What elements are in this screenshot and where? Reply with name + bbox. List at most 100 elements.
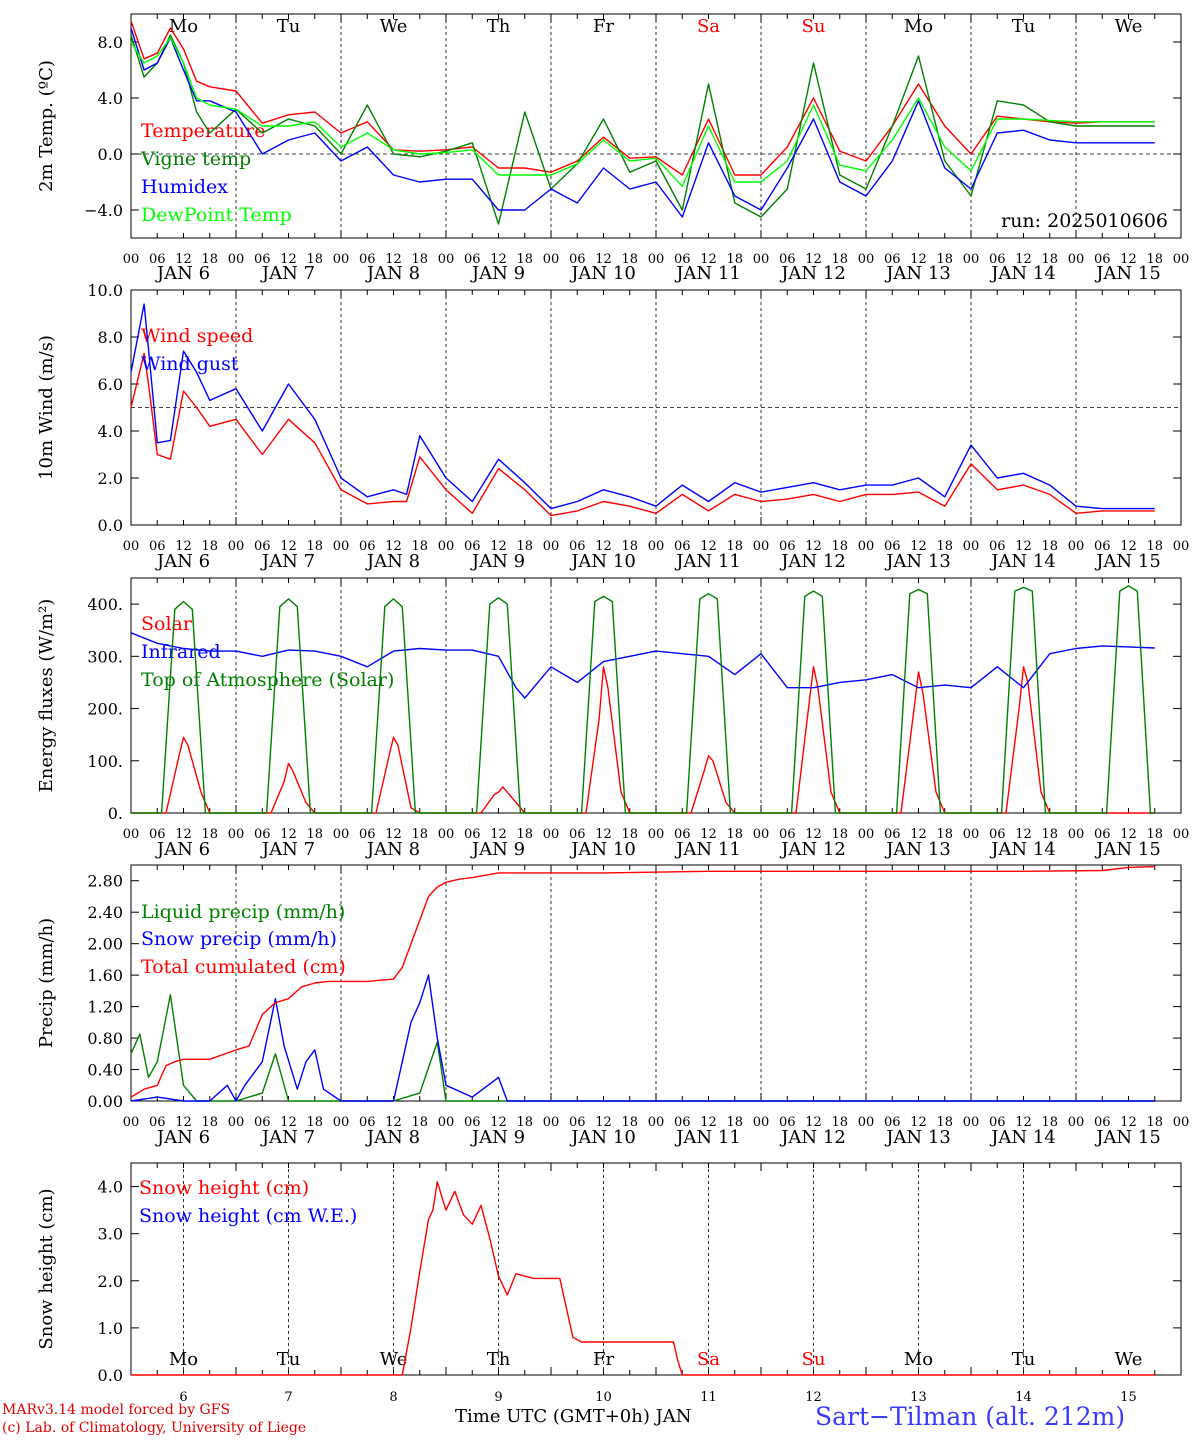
hour-tick-label: 06 <box>779 252 796 267</box>
hour-tick-label: 18 <box>621 539 638 554</box>
series-line <box>130 303 1155 510</box>
hour-tick-label: 00 <box>963 539 980 554</box>
hour-tick-label: 18 <box>516 827 533 842</box>
legend-entry: Wind gust <box>141 353 239 375</box>
hour-tick-label: 12 <box>385 827 402 842</box>
hour-tick-label: 12 <box>280 252 297 267</box>
day-name-label: Mo <box>904 16 933 37</box>
legend-entry: Snow height (cm W.E.) <box>139 1205 357 1227</box>
hour-tick-label: 00 <box>123 252 140 267</box>
hour-tick-label: 18 <box>1041 252 1058 267</box>
date-label: JAN 14 <box>989 839 1056 860</box>
legend-entry: Vigne temp <box>140 148 251 170</box>
hour-tick-label: 18 <box>1146 252 1163 267</box>
hour-tick-label: 18 <box>201 1115 218 1130</box>
date-label: JAN 12 <box>779 551 846 572</box>
hour-tick-label: 06 <box>149 1115 166 1130</box>
hour-tick-label: 18 <box>201 252 218 267</box>
hour-tick-label: 00 <box>753 1115 770 1130</box>
hour-tick-label: 12 <box>595 1115 612 1130</box>
hour-tick-label: 12 <box>1120 539 1137 554</box>
hour-tick-label: 06 <box>674 539 691 554</box>
date-label: JAN 6 <box>155 1127 210 1148</box>
hour-tick-label: 12 <box>595 252 612 267</box>
y-tick-label: 6.0 <box>98 375 123 394</box>
hour-tick-label: 06 <box>149 539 166 554</box>
hour-tick-label: 06 <box>149 252 166 267</box>
day-name-label: We <box>380 16 408 37</box>
y-tick-label: −4.0 <box>84 201 123 220</box>
hour-tick-label: 12 <box>910 252 927 267</box>
hour-tick-label: 06 <box>464 252 481 267</box>
hour-tick-label: 18 <box>936 827 953 842</box>
hour-tick-label: 06 <box>989 252 1006 267</box>
date-label: JAN 13 <box>884 263 951 284</box>
hour-tick-label: 00 <box>1173 252 1190 267</box>
hour-tick-label: 06 <box>359 827 376 842</box>
hour-tick-label: 18 <box>831 252 848 267</box>
hour-tick-label: 06 <box>884 539 901 554</box>
date-label: JAN 11 <box>674 839 741 860</box>
hour-tick-label: 06 <box>674 827 691 842</box>
model-credit: MARv3.14 model forced by GFS <box>2 1402 231 1418</box>
day-number-label: 14 <box>1015 1390 1032 1405</box>
hour-tick-label: 00 <box>858 539 875 554</box>
hour-tick-label: 00 <box>1173 539 1190 554</box>
hour-tick-label: 12 <box>175 539 192 554</box>
y-tick-label: 0.0 <box>98 145 123 164</box>
series-line <box>130 27 1155 218</box>
y-tick-label: 2.0 <box>98 469 123 488</box>
x-axis-title: Time UTC (GMT+0h) JAN <box>455 1406 692 1427</box>
date-label: JAN 11 <box>674 1127 741 1148</box>
day-number-label: 8 <box>389 1390 397 1405</box>
hour-tick-label: 00 <box>963 252 980 267</box>
date-label: JAN 15 <box>1094 551 1161 572</box>
legend-entry: Temperature <box>141 120 265 142</box>
hour-tick-label: 06 <box>1094 539 1111 554</box>
day-name-label: Sa <box>697 1349 720 1370</box>
hour-tick-label: 18 <box>621 827 638 842</box>
date-label: JAN 15 <box>1094 263 1161 284</box>
day-name-label: We <box>380 1349 408 1370</box>
date-label: JAN 10 <box>569 1127 636 1148</box>
series-line <box>130 994 1155 1102</box>
date-label: JAN 9 <box>470 263 525 284</box>
hour-tick-label: 00 <box>753 252 770 267</box>
hour-tick-label: 00 <box>648 827 665 842</box>
day-number-label: 6 <box>179 1390 187 1405</box>
hour-tick-label: 00 <box>438 1115 455 1130</box>
hour-tick-label: 12 <box>1015 539 1032 554</box>
hour-tick-label: 00 <box>543 539 560 554</box>
day-number-label: 13 <box>910 1390 927 1405</box>
hour-tick-label: 18 <box>621 1115 638 1130</box>
day-name-label: Tu <box>277 16 301 37</box>
legend-entry: Snow precip (mm/h) <box>141 928 337 950</box>
legend-entry: Snow height (cm) <box>139 1177 309 1199</box>
hour-tick-label: 18 <box>1146 539 1163 554</box>
hour-tick-label: 12 <box>175 827 192 842</box>
hour-tick-label: 00 <box>1173 827 1190 842</box>
day-name-label: Sa <box>697 16 720 37</box>
hour-tick-label: 00 <box>753 827 770 842</box>
date-label: JAN 8 <box>365 839 420 860</box>
hour-tick-label: 06 <box>464 827 481 842</box>
legend-entry: Solar <box>141 613 193 635</box>
y-tick-label: 100. <box>87 752 123 771</box>
hour-tick-label: 12 <box>490 539 507 554</box>
y-tick-label: 0.0 <box>98 1366 123 1385</box>
hour-tick-label: 18 <box>1146 827 1163 842</box>
day-name-label: Th <box>487 1349 511 1370</box>
day-name-label: Mo <box>169 1349 198 1370</box>
y-tick-label: 4.0 <box>98 422 123 441</box>
hour-tick-label: 12 <box>175 1115 192 1130</box>
day-name-label: Su <box>802 16 826 37</box>
hour-tick-label: 18 <box>1041 827 1058 842</box>
hour-tick-label: 12 <box>175 252 192 267</box>
hour-tick-label: 18 <box>516 1115 533 1130</box>
hour-tick-label: 06 <box>254 539 271 554</box>
date-label: JAN 7 <box>260 263 315 284</box>
hour-tick-label: 12 <box>910 539 927 554</box>
hour-tick-label: 18 <box>306 1115 323 1130</box>
hour-tick-label: 06 <box>569 252 586 267</box>
